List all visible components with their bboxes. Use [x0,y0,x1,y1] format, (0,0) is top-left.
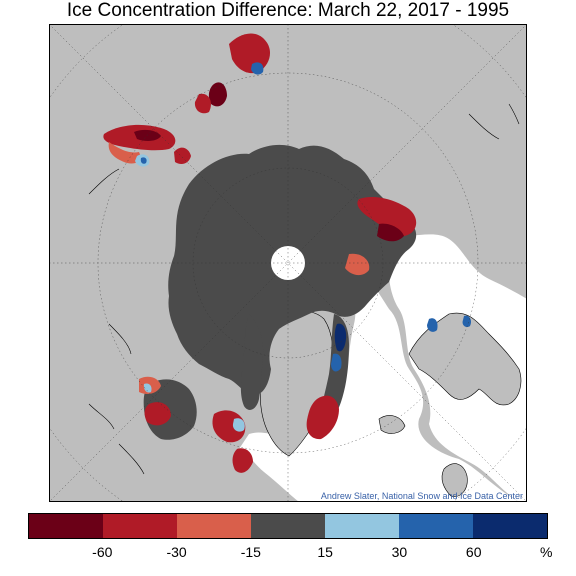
hudson-loss-2 [144,402,171,426]
baffin-ice [240,314,264,410]
legend-swatch [325,514,399,538]
legend-swatch [399,514,473,538]
scandinavia-land [408,312,522,406]
east-greenland-gain [334,323,347,352]
okhotsk-loss-2 [194,93,211,114]
map-title: Ice Concentration Difference: March 22, … [66,0,510,21]
pole-hole [271,246,305,280]
okhotsk-gain [251,62,264,75]
chukchi-edge-loss [108,142,141,164]
hudson-gain [143,383,152,393]
east-greenland-gain-light [331,353,342,372]
legend-tick-label: -15 [240,544,261,560]
baltic-gain [427,318,438,332]
legend-swatch [177,514,251,538]
legend-swatch [103,514,177,538]
barents-sea-loss [357,197,417,236]
credit-text: Andrew Slater, National Snow and Ice Dat… [320,491,523,501]
barents-sea-loss-dark [377,223,404,242]
color-legend [28,513,548,539]
legend-swatch [29,514,103,538]
baltic-gain-2 [462,315,472,328]
kara-sea-loss [345,253,370,276]
greenland-sea-loss [306,395,339,440]
okhotsk-loss [208,82,227,107]
iceland-land [378,415,406,434]
map-frame [49,24,527,502]
legend-swatch [251,514,325,538]
coastlines [88,103,520,475]
legend-tick-label: -30 [166,544,187,560]
bering-gain-dark [140,157,147,164]
graticule [49,24,527,502]
legend-unit: % [540,544,553,560]
open-ocean [239,264,519,502]
st-lawrence-loss [232,448,253,473]
legend-tick-label: -60 [92,544,113,560]
britain-land [441,463,468,497]
legend-swatch [473,514,547,538]
legend-tick-label: 30 [391,544,408,560]
ice-difference-map: Andrew Slater, National Snow and Ice Dat… [49,24,527,502]
labrador-gain [232,418,245,432]
map-canvas [49,24,527,502]
legend-tick-label: 15 [317,544,333,560]
legend-tick-label: 60 [465,544,482,560]
okhotsk-coast-loss [174,147,191,164]
